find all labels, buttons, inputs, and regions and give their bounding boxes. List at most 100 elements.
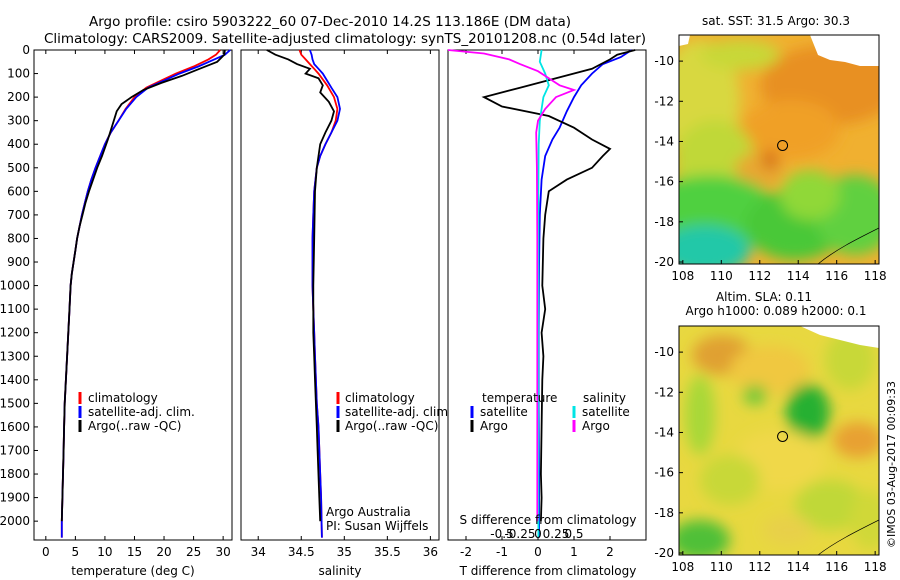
y-tick-label: 1100 [0,302,30,316]
legend-salinity-title: salinity [583,391,626,405]
temperature-panel: 0100200300400500600700800900100011001200… [0,43,233,578]
salinity-panel: 34 34.5 35 35.5 36 salinity climatology sate… [240,49,452,578]
argo-australia-label: Argo Australia [326,505,411,519]
map-x-tick-label: 108 [671,560,694,574]
y-tick-label: 300 [7,114,30,128]
x-tick-label: 20 [156,545,171,559]
map-x-tick-label: 114 [787,269,810,283]
map-y-tick-label: -20 [654,255,674,269]
salinity-xlabel: salinity [318,564,361,578]
top-tick-label: 0.25 [543,527,570,541]
sst-map-panel: sat. SST: 31.5 Argo: 30.3 [654,14,887,283]
y-tick-label: 1300 [0,349,30,363]
map-y-tick-label: -18 [654,215,674,229]
y-tick-label: 400 [7,137,30,151]
map-x-tick-label: 108 [671,269,694,283]
s-difference-label: S difference from climatology [460,513,637,527]
y-tick-label: 600 [7,184,30,198]
x-tick-label: 35.5 [374,545,401,559]
map-y-tick-label: -16 [654,175,674,189]
x-tick-label: 34.5 [288,545,315,559]
map-y-tick-label: -14 [654,134,674,148]
map-x-tick-label: 118 [864,269,887,283]
y-tick-label: 0 [22,43,30,57]
y-tick-label: 500 [7,161,30,175]
x-tick-label: 0 [42,545,50,559]
map-x-tick-label: 116 [825,560,848,574]
x-tick-label: -1 [496,545,508,559]
salinity-plot-frame [240,49,440,541]
imos-credit: ©IMOS 03-Aug-2017 00:09:33 [885,381,898,548]
difference-panel: -2 -1 0 1 2 S difference from climatology -0… [447,49,647,578]
legend-argo-label: Argo(..raw -QC) [345,419,438,433]
sla-map-title: Altim. SLA: 0.11 [716,290,812,304]
temperature-legend: climatology satellite-adj. clim. Argo(..… [78,391,195,433]
top-tick-label: -0.5 [490,527,513,541]
series-argo-raw-qc [60,49,226,522]
sst-map-frame [678,34,880,265]
y-tick-label: 1900 [0,491,30,505]
series-salinity-argo [447,49,577,522]
legend-s-satellite-label: satellite [582,405,630,419]
top-tick-label: 0 [534,527,542,541]
y-tick-label: 1700 [0,443,30,457]
map-x-tick-label: 112 [748,269,771,283]
series-temperature-argo [481,49,636,522]
x-tick-label: 35 [337,545,352,559]
x-tick-label: 30 [215,545,230,559]
difference-plot-frame [447,49,647,541]
top-tick-label: -0.25 [504,527,535,541]
x-tick-label: 15 [127,545,142,559]
y-tick-label: 700 [7,208,30,222]
x-tick-label: 36 [423,545,438,559]
map-y-tick-label: -18 [654,506,674,520]
map-y-tick-label: -10 [654,345,674,359]
x-tick-label: 2 [606,545,614,559]
legend-t-satellite-label: satellite [480,405,528,419]
map-y-tick-label: -20 [654,546,674,560]
temperature-plot-frame [33,49,233,541]
map-y-tick-label: -12 [654,385,674,399]
y-tick-label: 1400 [0,373,30,387]
map-y-tick-label: -10 [654,54,674,68]
t-difference-label: T difference from climatology [459,564,637,578]
temperature-xlabel: temperature (deg C) [71,564,194,578]
pi-name-label: PI: Susan Wijffels [326,519,428,533]
sla-map-panel: Altim. SLA: 0.11 Argo h1000: 0.089 h2000… [654,290,887,574]
legend-temperature-title: temperature [482,391,557,405]
figure-title-line2: Climatology: CARS2009. Satellite-adjuste… [44,31,646,47]
map-x-tick-label: 110 [710,269,733,283]
legend-argo-label: Argo(..raw -QC) [88,419,181,433]
y-tick-label: 1500 [0,396,30,410]
sla-map-frame [678,325,880,556]
sla-argo-position-marker [777,430,789,442]
y-tick-label: 1800 [0,467,30,481]
map-y-tick-label: -16 [654,466,674,480]
map-x-tick-label: 110 [710,560,733,574]
series-salinity-satellite [537,49,550,538]
map-x-tick-label: 118 [864,560,887,574]
map-y-tick-label: -14 [654,425,674,439]
legend-climatology-label: climatology [88,391,158,405]
x-tick-label: 25 [186,545,201,559]
figure-title-line1: Argo profile: csiro 5903222_60 07-Dec-20… [89,14,571,30]
map-x-tick-label: 114 [787,560,810,574]
y-tick-label: 1000 [0,279,30,293]
map-x-tick-label: 112 [748,560,771,574]
y-tick-label: 900 [7,255,30,269]
x-tick-label: 5 [72,545,80,559]
series-argo-raw-qc [266,49,335,522]
y-tick-label: 1200 [0,326,30,340]
legend-t-argo-label: Argo [480,419,508,433]
legend-satellite-label: satellite-adj. clim. [88,405,195,419]
legend-satellite-label: satellite-adj. clim. [345,405,452,419]
x-tick-label: 10 [97,545,112,559]
map-x-tick-label: 116 [825,269,848,283]
x-tick-label: 0 [534,545,542,559]
sla-heatmap [679,326,879,555]
x-tick-label: -2 [460,545,472,559]
y-tick-label: 200 [7,90,30,104]
top-tick-label: 0.5 [564,527,583,541]
map-y-tick-label: -12 [654,94,674,108]
